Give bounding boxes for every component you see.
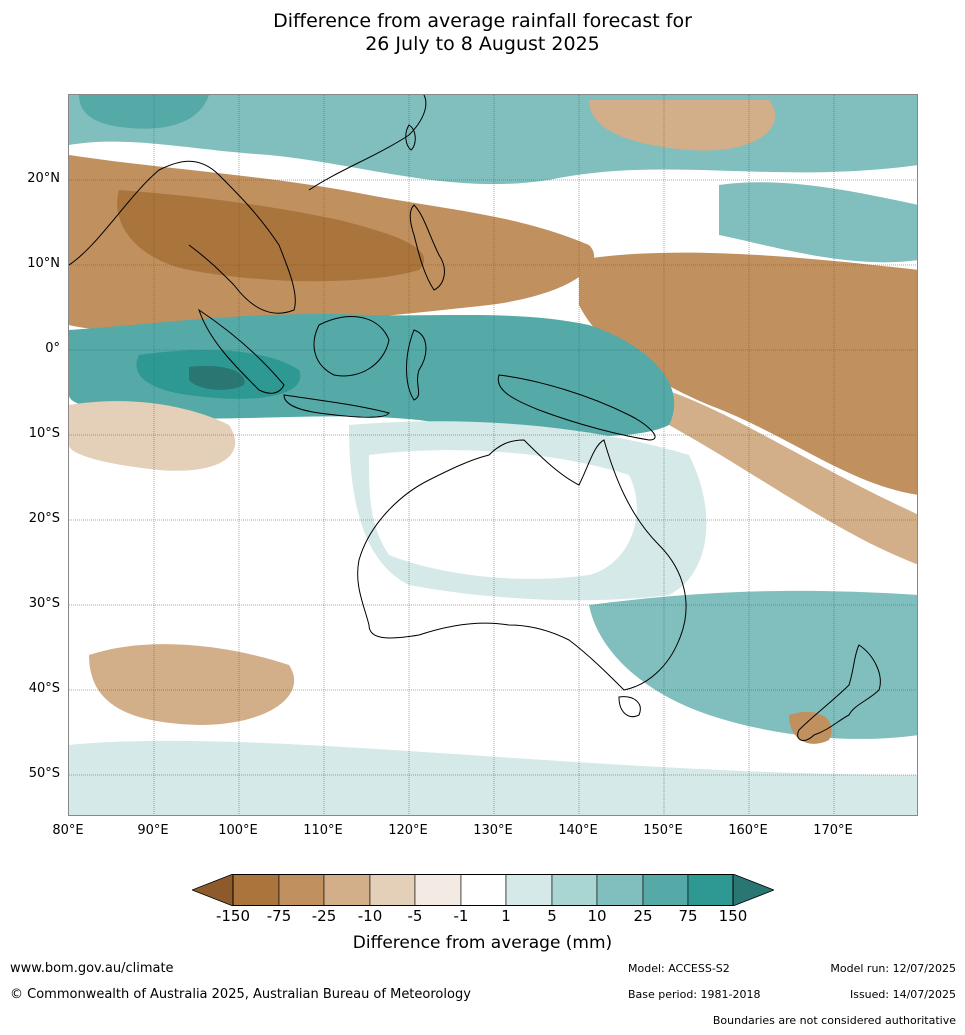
map-title: Difference from average rainfall forecas… [0, 10, 965, 56]
region-tasman-teal [589, 590, 917, 739]
region-dry-band-east [579, 252, 917, 495]
region-australia-white [369, 450, 637, 579]
new-zealand-coast [797, 644, 881, 741]
region-sw-light-brown [69, 401, 236, 471]
base-period: Base period: 1981-2018 [628, 988, 761, 1001]
sulawesi-coast [406, 329, 427, 401]
java-coast [283, 394, 390, 418]
sumatra-coast [198, 308, 285, 394]
lat-label-10n: 10°N [27, 256, 60, 271]
boundaries-note: Boundaries are not considered authoritat… [712, 1014, 956, 1027]
legend-tick: -5 [407, 907, 423, 925]
model-run-date: Model run: 12/07/2025 [830, 962, 956, 975]
lat-label-30s: 30°S [28, 596, 60, 611]
graticule [69, 95, 917, 815]
lon-label-130e: 130°E [473, 823, 513, 838]
legend-tick: -25 [311, 907, 337, 925]
colorbar-extend-high [732, 874, 774, 906]
colorbar-bin-10 [642, 874, 689, 906]
legend-tick: -10 [357, 907, 383, 925]
legend-tick: 10 [587, 907, 607, 925]
lon-label-90e: 90°E [137, 823, 169, 838]
tasmania-coast [618, 696, 641, 718]
lon-label-140e: 140°E [558, 823, 598, 838]
lat-label-10s: 10°S [28, 426, 60, 441]
region-southern-brown [89, 644, 295, 725]
region-south-light-teal [69, 740, 917, 815]
lat-label-20n: 20°N [27, 171, 60, 186]
website-link[interactable]: www.bom.gov.au/climate [10, 961, 174, 976]
colorbar-bin-6 [460, 874, 507, 906]
copyright-notice: © Commonwealth of Australia 2025, Austra… [10, 987, 471, 1002]
title-line-2: 26 July to 8 August 2025 [365, 33, 600, 55]
legend-tick: 1 [501, 907, 511, 925]
legend-tick: 150 [718, 907, 748, 925]
lat-label-50s: 50°S [28, 766, 60, 781]
borneo-coast [313, 316, 390, 377]
rainfall-map [68, 94, 918, 816]
new-guinea-coast [497, 374, 656, 441]
colorbar-extend-low [192, 874, 234, 906]
lat-label-40s: 40°S [28, 681, 60, 696]
legend-tick: 5 [547, 907, 557, 925]
lat-label-0: 0° [45, 341, 60, 356]
colorbar-bin-7 [505, 874, 553, 906]
region-nz-brown [789, 711, 832, 744]
legend-tick: 75 [678, 907, 698, 925]
legend-colorbar [192, 874, 774, 906]
colorbar-bin-8 [551, 874, 598, 906]
legend-tick: -1 [453, 907, 469, 925]
colorbar-bin-3 [323, 874, 371, 906]
asia-mainland-coast [69, 95, 427, 314]
region-dry-band-east-light [629, 380, 917, 565]
colorbar-bin-1 [232, 874, 280, 906]
colorbar-bin-4 [369, 874, 416, 906]
legend-tick: 25 [633, 907, 653, 925]
lon-label-170e: 170°E [813, 823, 853, 838]
map-canvas [69, 95, 917, 815]
legend-tick: -150 [215, 907, 251, 925]
legend-title: Difference from average (mm) [352, 933, 613, 953]
colorbar-bin-5 [414, 874, 462, 906]
region-dry-band-west-core [117, 190, 425, 282]
lon-label-100e: 100°E [218, 823, 258, 838]
model-name: Model: ACCESS-S2 [628, 962, 730, 975]
australia-coast [357, 439, 687, 691]
region-east-teal-band [719, 182, 917, 263]
region-wet-core-dark [189, 365, 245, 390]
region-nw-brown-patch [589, 100, 776, 151]
region-wet-band [69, 313, 675, 437]
lon-label-110e: 110°E [303, 823, 343, 838]
lon-label-80e: 80°E [52, 823, 84, 838]
taiwan-coast [405, 124, 416, 151]
lon-label-160e: 160°E [728, 823, 768, 838]
colorbar-bin-9 [596, 874, 644, 906]
region-north-teal-dark [79, 95, 209, 129]
legend-tick: -75 [266, 907, 292, 925]
coastlines [69, 95, 881, 741]
colorbar-bin-11 [687, 874, 734, 906]
title-line-1: Difference from average rainfall forecas… [273, 10, 692, 32]
lon-label-120e: 120°E [388, 823, 428, 838]
lon-label-150e: 150°E [643, 823, 683, 838]
colorbar-bin-2 [278, 874, 325, 906]
issued-date: Issued: 14/07/2025 [849, 988, 956, 1001]
philippines-coast [409, 204, 445, 291]
lat-label-20s: 20°S [28, 511, 60, 526]
